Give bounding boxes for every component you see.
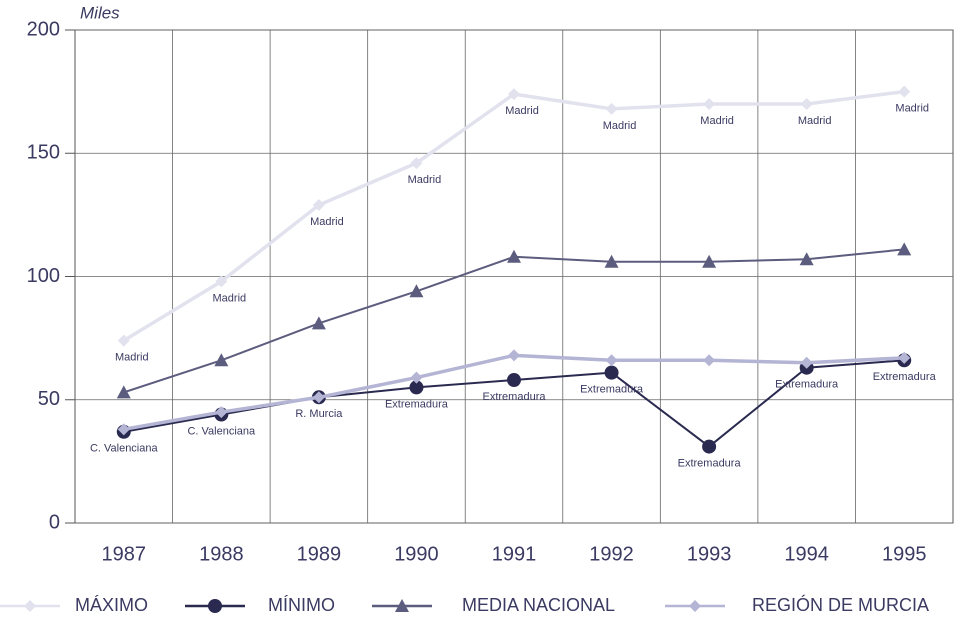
series-marker [117,423,130,436]
series-marker [897,242,912,256]
series-marker [604,254,619,268]
data-label: Madrid [310,216,344,228]
series-marker [312,199,325,212]
series-marker [703,97,716,110]
series-marker [409,284,424,298]
x-tick-label: 1988 [199,543,244,565]
series-marker [410,157,423,170]
series-marker [215,406,228,419]
series-marker [311,316,326,330]
legend-label: MEDIA NACIONAL [462,595,615,615]
legend-marker [24,600,36,612]
data-label: Extremadura [580,384,644,396]
data-label: Extremadura [873,371,937,383]
legend-label: MÍNIMO [268,595,335,615]
x-tick-label: 1987 [102,543,147,565]
series-marker [409,380,424,395]
series-marker [410,371,423,384]
data-label: Madrid [408,174,442,186]
y-tick-label: 50 [38,388,60,410]
y-tick-label: 200 [27,18,60,40]
series-marker [507,249,521,263]
series-marker [800,356,813,369]
series-marker [605,102,618,115]
data-label: Extremadura [385,398,449,410]
data-label: Extremadura [678,457,742,469]
series-marker [507,373,521,388]
data-label: Madrid [603,120,637,132]
x-tick-label: 1989 [297,543,342,565]
series-line [123,248,905,394]
x-tick-label: 1995 [882,543,927,565]
y-axis-title: Miles [80,3,120,22]
legend-marker [395,599,409,612]
series-marker [215,275,228,288]
series-marker [702,439,717,454]
series-marker [898,85,911,98]
legend-label: REGIÓN DE MURCIA [752,594,929,615]
data-label: Madrid [213,292,247,304]
y-tick-label: 0 [49,511,60,533]
data-label: Madrid [505,105,539,117]
series-marker [312,391,325,404]
data-label: R. Murcia [295,408,343,420]
y-tick-label: 100 [27,265,60,287]
series-marker [605,354,618,367]
legend-marker [208,599,222,613]
data-label: Madrid [798,115,832,127]
data-label: Extremadura [483,391,547,403]
series-marker [116,385,131,399]
series-marker [703,354,716,367]
series-marker [214,353,229,367]
legend-label: MÁXIMO [75,595,148,615]
series-marker [799,252,814,266]
series-marker [508,349,520,362]
x-tick-label: 1993 [687,543,732,565]
series-marker [898,351,911,364]
series-marker [117,334,130,347]
series-marker [508,88,520,101]
x-tick-label: 1994 [784,543,829,565]
data-label: Madrid [895,103,929,115]
data-label: C. Valenciana [90,443,159,455]
x-tick-label: 1992 [589,543,634,565]
data-label: C. Valenciana [187,425,256,437]
data-label: Extremadura [775,379,839,391]
x-tick-label: 1991 [492,543,537,565]
x-tick-label: 1990 [394,543,439,565]
data-label: Madrid [115,351,149,363]
series-marker [800,97,813,110]
series-marker [604,365,619,380]
y-tick-label: 150 [27,142,60,164]
data-label: Madrid [700,115,734,127]
legend-marker [689,600,701,612]
series-marker [702,254,717,268]
